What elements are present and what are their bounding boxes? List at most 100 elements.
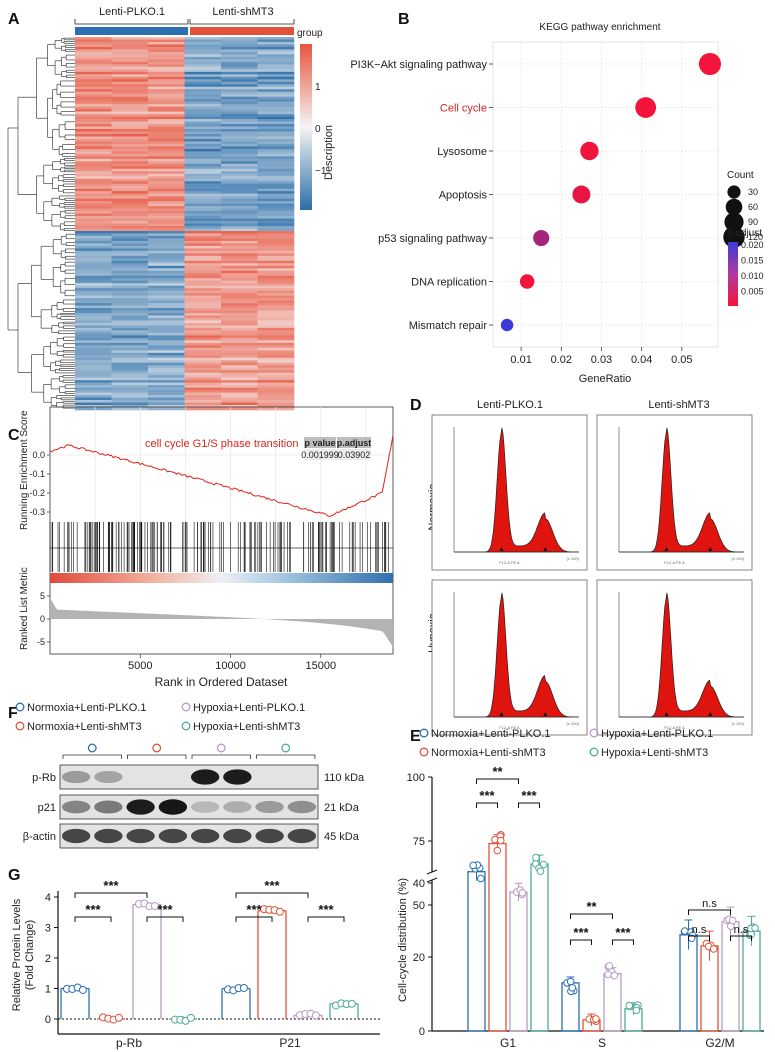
- heatmap-cell: [148, 76, 185, 80]
- heatmap-cell: [111, 335, 149, 339]
- heatmap-cell: [184, 402, 222, 406]
- heatmap-cell: [111, 347, 149, 351]
- heatmap-cell: [257, 81, 295, 85]
- legend-marker: [589, 747, 599, 757]
- kegg-x-tick-label: 0.02: [551, 354, 572, 366]
- heatmap-cell: [221, 176, 258, 180]
- heatmap-cell: [148, 240, 185, 244]
- heatmap-cell: [111, 250, 149, 254]
- heatmap-cell: [75, 392, 112, 396]
- cellcycle-y-tick-label: 20: [413, 952, 425, 964]
- heatmap-cell: [75, 397, 112, 401]
- blot-band: [126, 799, 155, 815]
- heatmap-cell: [184, 370, 222, 373]
- heatmap-cell: [111, 263, 149, 267]
- heatmap-cell: [111, 355, 149, 359]
- heatmap-cell: [257, 133, 295, 137]
- heatmap-cell: [257, 402, 295, 406]
- heatmap-cell: [257, 211, 295, 214]
- heatmap-cell: [221, 385, 258, 388]
- heatmap-cell: [184, 37, 222, 40]
- heatmap-cell: [221, 84, 258, 88]
- heatmap-cell: [75, 405, 112, 408]
- heatmap-cell: [184, 198, 222, 202]
- legend-marker: [589, 728, 599, 738]
- heatmap-cell: [221, 211, 258, 214]
- heatmap-cell: [184, 345, 222, 349]
- heatmap-cell: [184, 228, 222, 232]
- heatmap-cell: [111, 153, 149, 157]
- heatmap-cell: [75, 193, 112, 197]
- heatmap-cell: [184, 285, 222, 289]
- heatmap-cell: [221, 317, 258, 321]
- kegg-dot: [519, 274, 535, 289]
- heatmap-cell: [148, 56, 185, 60]
- heatmap-cell: [111, 148, 149, 152]
- kegg-category-labels: PI3K−Akt signaling pathway Cell cycle Lyso…: [350, 59, 493, 332]
- kegg-size-legend-title: Count: [727, 170, 754, 181]
- heatmap-cell: [111, 41, 149, 45]
- heatmap-cell: [75, 211, 112, 214]
- heatmap-cell: [257, 382, 295, 386]
- heatmap-cell: [75, 255, 112, 259]
- heatmap-cell: [221, 397, 258, 401]
- heatmap-cell: [184, 253, 222, 257]
- heatmap-cell: [257, 126, 295, 130]
- heatmap-cell: [148, 238, 185, 242]
- heatmap-cell: [111, 69, 149, 73]
- heatmap-cell: [257, 196, 295, 199]
- heatmap-cell: [221, 86, 258, 90]
- panel-e: E Normoxia+Lenti-PLKO.1 Normoxia+Lenti-sh…: [397, 728, 764, 1050]
- heatmap-cell: [148, 233, 185, 237]
- cellcycle-data-point: [568, 983, 577, 992]
- heatmap-cell: [257, 84, 295, 88]
- heatmap-cell: [111, 196, 149, 199]
- kegg-color-legend-label: 0.015: [741, 256, 764, 266]
- heatmap-cell: [75, 377, 112, 381]
- heatmap-cell: [75, 56, 112, 60]
- heatmap-cell: [111, 365, 149, 369]
- heatmap-cell: [257, 248, 295, 252]
- heatmap-cell: [148, 300, 185, 304]
- heatmap-cell: [221, 61, 258, 65]
- heatmap-cell: [257, 355, 295, 359]
- heatmap-cell: [148, 59, 185, 63]
- heatmap-cell: [221, 66, 258, 70]
- cellcycle-bar: [603, 973, 622, 1032]
- heatmap-cell: [221, 37, 258, 40]
- cellcycle-data-point: [604, 970, 612, 979]
- kegg-color-legend: 0.020 0.015 0.010 0.005: [741, 240, 764, 297]
- heatmap-cell: [257, 240, 295, 244]
- legend-label: Normoxia+Lenti-PLKO.1: [27, 702, 147, 714]
- heatmap-cell: [184, 156, 222, 160]
- heatmap-cell: [257, 385, 295, 388]
- heatmap-cell: [221, 395, 258, 398]
- gsea-stat-value: 0.001999: [301, 450, 339, 460]
- significance-bracket: [235, 892, 309, 898]
- significance-bracket: [74, 892, 148, 898]
- heatmap-cell: [148, 138, 185, 142]
- heatmap-cell: [184, 245, 222, 249]
- heatmap-cell: [221, 283, 258, 286]
- heatmap-cell: [221, 250, 258, 254]
- significance-bracket: [476, 802, 498, 808]
- heatmap-cell: [257, 111, 295, 115]
- blot-group-marker: [281, 743, 291, 753]
- heatmap-cell: [148, 293, 185, 296]
- legend-marker: [181, 721, 191, 731]
- heatmap-cell: [184, 89, 222, 93]
- heatmap-cell: [75, 94, 112, 97]
- significance-label: n.s: [734, 924, 749, 936]
- heatmap-cell: [75, 178, 112, 182]
- heatmap-cell: [221, 148, 258, 152]
- heatmap-cell: [184, 74, 222, 78]
- heatmap-cell: [75, 99, 112, 102]
- blot-band: [158, 799, 188, 815]
- heatmap-cell: [221, 340, 258, 344]
- heatmap-cell: [257, 320, 295, 324]
- heatmap-cell: [184, 288, 222, 291]
- heatmap-cell: [257, 148, 295, 152]
- heatmap-cell: [111, 352, 149, 356]
- heatmap-cell: [221, 188, 258, 192]
